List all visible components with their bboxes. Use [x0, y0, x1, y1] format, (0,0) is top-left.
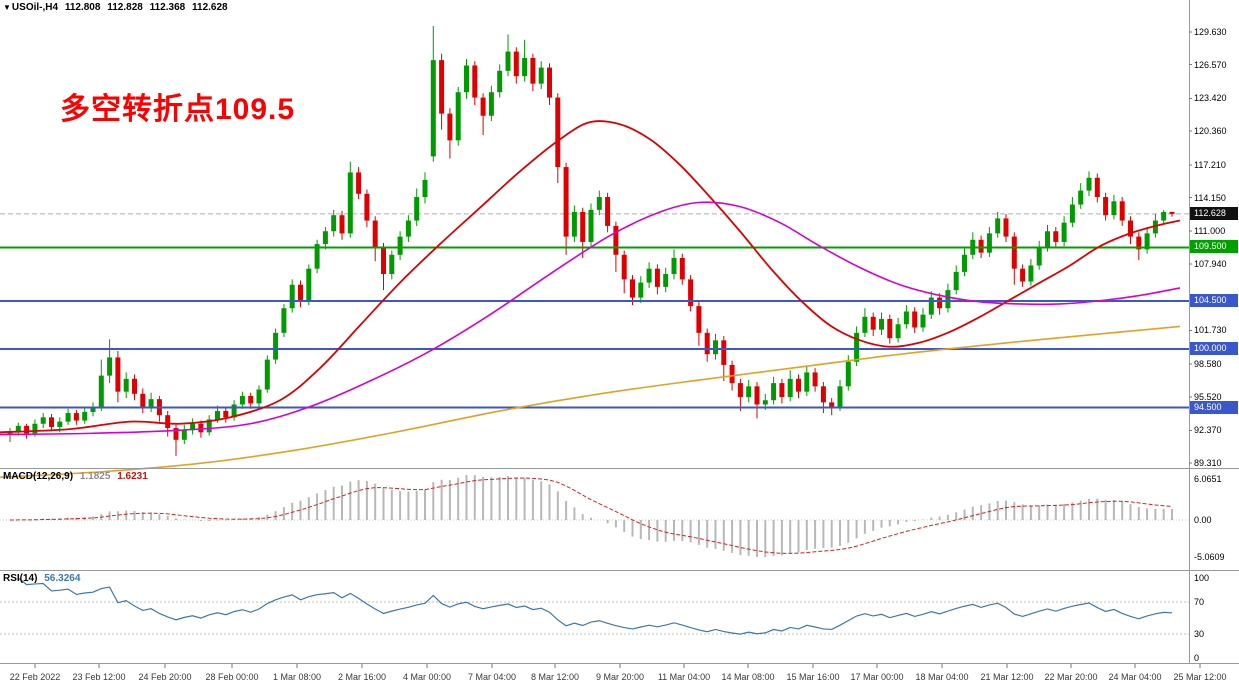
macd-indicator-label: MACD(12,26,9) 1.1825 1.6231 [3, 471, 152, 482]
ohlc-low: 112.368 [149, 2, 186, 13]
macd-signal-line [9, 477, 1173, 554]
ma-fast-red-line [0, 120, 1181, 434]
ohlc-close: 112.628 [192, 2, 228, 13]
ma-mid-magenta-line [0, 201, 1181, 436]
macd-signal-value: 1.6231 [117, 471, 148, 482]
candles-series [7, 25, 1175, 456]
symbol-info: ▼USOil-,H4 112.808 112.828 112.368 112.6… [3, 2, 232, 13]
ohlc-high: 112.828 [107, 2, 143, 13]
macd-main-value: 1.1825 [79, 471, 111, 482]
ohlc-open: 112.808 [64, 2, 101, 13]
rsi-line [17, 577, 1173, 635]
rsi-name: RSI(14) [3, 573, 38, 584]
macd-name: MACD(12,26,9) [3, 471, 74, 482]
ma-slow-orange-line [0, 325, 1181, 479]
rsi-value: 56.3264 [44, 573, 81, 584]
rsi-indicator-label: RSI(14) 56.3264 [3, 573, 84, 584]
symbol-name: USOil-,H4 [11, 2, 59, 13]
symbol-marker-icon: ▼ [3, 3, 11, 12]
annotation-text: 多空转折点109.5 [60, 93, 296, 126]
